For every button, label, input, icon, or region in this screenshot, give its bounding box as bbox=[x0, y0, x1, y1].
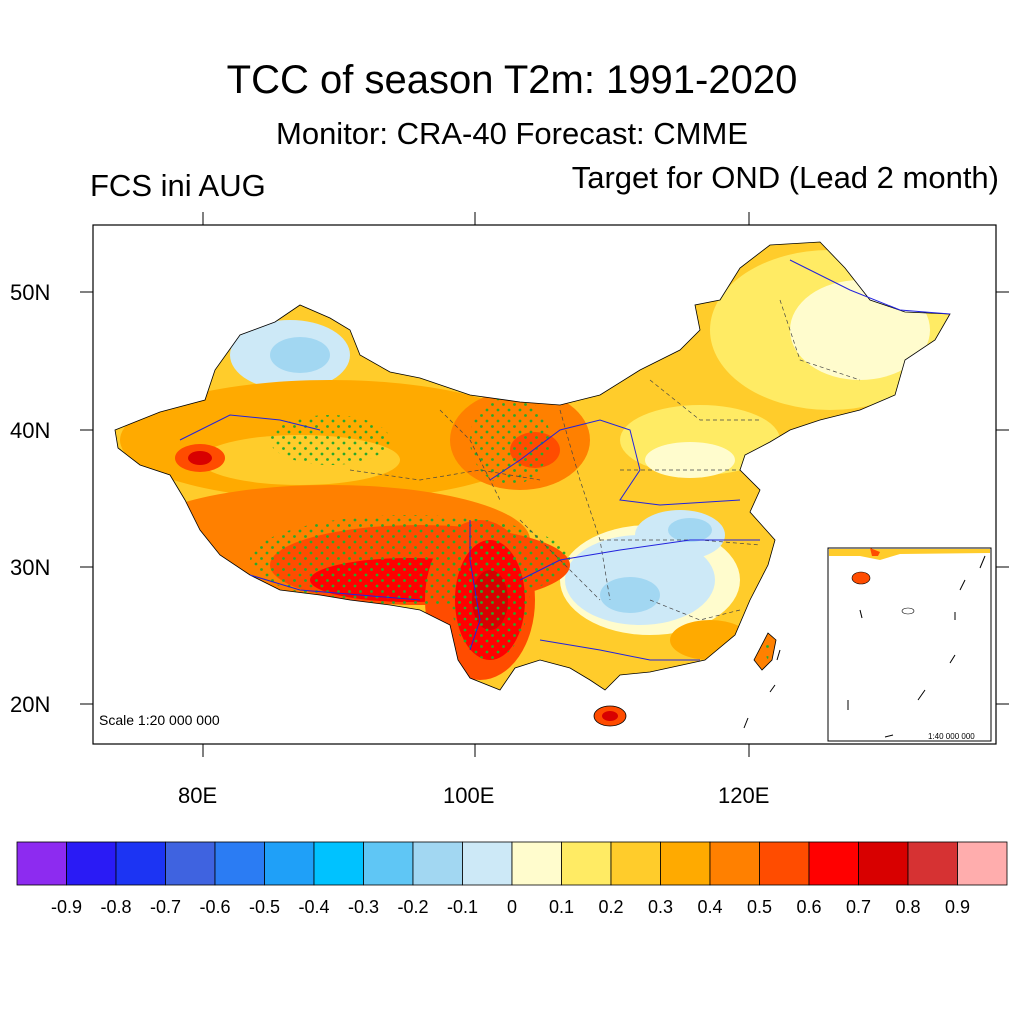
colorbar-swatch bbox=[16, 841, 67, 886]
colorbar-tick-label: 0.6 bbox=[796, 897, 822, 917]
axis-ticks bbox=[80, 212, 1009, 757]
colorbar-tick-label: 0.1 bbox=[548, 897, 575, 917]
lat-label-30n: 30N bbox=[10, 555, 51, 580]
colorbar-tick-label: -0.6 bbox=[199, 897, 231, 917]
map-title: TCC of season T2m: 1991-2020 bbox=[226, 58, 798, 102]
colorbar-swatch bbox=[957, 841, 1008, 886]
colorbar-swatch bbox=[759, 841, 810, 886]
colorbar-tick-label: 0.8 bbox=[895, 897, 921, 917]
colorbar-tick-label: -0.8 bbox=[100, 897, 132, 917]
colorbar-swatch bbox=[264, 841, 315, 886]
colorbar bbox=[16, 841, 1008, 886]
colorbar-swatch bbox=[561, 841, 612, 886]
lat-label-40n: 40N bbox=[10, 418, 51, 443]
colorbar-swatch bbox=[412, 841, 463, 886]
target-season-label: Target for OND (Lead 2 month) bbox=[571, 160, 999, 195]
forecast-init-label: FCS ini AUG bbox=[90, 168, 266, 203]
colorbar-tick-label: 0 bbox=[506, 897, 517, 917]
lat-label-20n: 20N bbox=[10, 692, 51, 717]
colorbar-swatch bbox=[511, 841, 562, 886]
colorbar-tick-label: -0.3 bbox=[347, 897, 380, 917]
colorbar-swatch bbox=[709, 841, 760, 886]
colorbar-tick-label: -0.1 bbox=[446, 897, 479, 917]
lat-label-50n: 50N bbox=[10, 280, 51, 305]
inset-map bbox=[829, 548, 990, 738]
colorbar-swatch bbox=[214, 841, 265, 886]
colorbar-tick-label: -0.4 bbox=[298, 897, 330, 917]
colorbar-swatch bbox=[660, 841, 711, 886]
colorbar-tick-label: -0.7 bbox=[149, 897, 182, 917]
south-sea-marks bbox=[743, 649, 781, 729]
colorbar-swatch bbox=[165, 841, 216, 886]
colorbar-swatch bbox=[907, 841, 958, 886]
map-subtitle: Monitor: CRA-40 Forecast: CMME bbox=[276, 116, 748, 151]
colorbar-swatch bbox=[610, 841, 661, 886]
inset-scale-label: 1:40 000 000 bbox=[928, 732, 975, 741]
colorbar-swatch bbox=[462, 841, 513, 886]
colorbar-swatch bbox=[115, 841, 166, 886]
colorbar-tick-label: 0.7 bbox=[845, 897, 872, 917]
colorbar-tick-label: 0.9 bbox=[944, 897, 971, 917]
lon-label-80e: 80E bbox=[178, 783, 218, 808]
colorbar-swatch bbox=[808, 841, 859, 886]
colorbar-tick-label: -0.9 bbox=[50, 897, 83, 917]
colorbar-tick-label: 0.3 bbox=[647, 897, 674, 917]
colorbar-tick-label: 0.5 bbox=[746, 897, 773, 917]
colorbar-tick-label: 0.2 bbox=[598, 897, 624, 917]
rivers bbox=[179, 259, 951, 661]
colorbar-tick-label: -0.5 bbox=[248, 897, 281, 917]
scale-label: Scale 1:20 000 000 bbox=[99, 712, 220, 728]
colorbar-swatch bbox=[313, 841, 364, 886]
lon-label-100e: 100E bbox=[443, 783, 495, 808]
lon-label-120e: 120E bbox=[718, 783, 770, 808]
colorbar-tick-label: -0.2 bbox=[397, 897, 429, 917]
colorbar-swatch bbox=[66, 841, 117, 886]
colorbar-swatch bbox=[363, 841, 414, 886]
colorbar-tick-label: 0.4 bbox=[697, 897, 723, 917]
colorbar-swatch bbox=[858, 841, 909, 886]
